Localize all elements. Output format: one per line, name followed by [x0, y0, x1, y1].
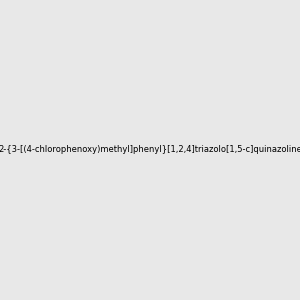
Text: 2-{3-[(4-chlorophenoxy)methyl]phenyl}[1,2,4]triazolo[1,5-c]quinazoline: 2-{3-[(4-chlorophenoxy)methyl]phenyl}[1,…: [0, 146, 300, 154]
